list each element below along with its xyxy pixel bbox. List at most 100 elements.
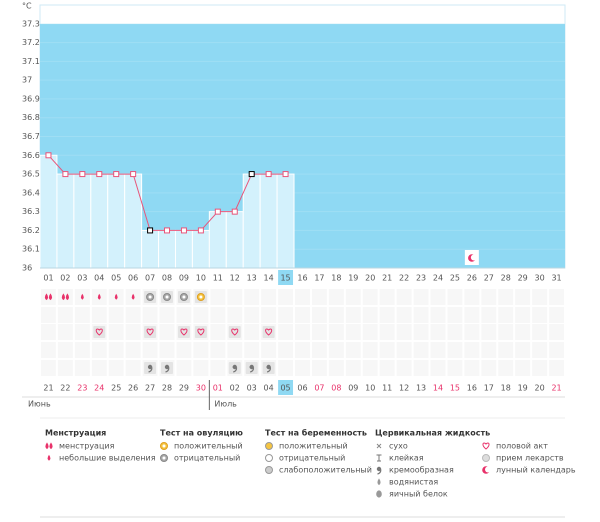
cell: [159, 307, 175, 323]
cell: [379, 307, 395, 323]
drop: [44, 293, 49, 301]
day-label: 21: [382, 274, 392, 283]
cell: [532, 342, 548, 358]
temp-column: [191, 229, 210, 269]
legend-item: положительный: [174, 442, 243, 451]
cell: [108, 342, 124, 358]
cell: [57, 289, 73, 305]
temp-point: [79, 171, 86, 178]
cell: [125, 324, 141, 340]
test-dot: [162, 444, 166, 448]
creamy: [266, 364, 271, 370]
date-label: 18: [501, 384, 511, 393]
y-tick-label: 36.2: [22, 226, 40, 235]
cell: [362, 307, 378, 323]
date-label: 29: [179, 384, 189, 393]
date-label: 06: [297, 384, 307, 393]
cell: [261, 342, 277, 358]
icon-bg: [93, 326, 106, 338]
cell: [498, 289, 514, 305]
icon: [228, 326, 241, 338]
cell: [108, 307, 124, 323]
cell: [413, 289, 429, 305]
cell: [532, 360, 548, 376]
y-unit: °C: [22, 2, 32, 11]
drop: [65, 293, 69, 301]
date-label: 19: [518, 384, 528, 393]
date-label: 22: [60, 384, 70, 393]
date-label: 21: [551, 384, 561, 393]
date-label: 25: [111, 384, 121, 393]
moon-cut: [470, 254, 477, 261]
legend-item: половой акт: [496, 442, 548, 451]
day-label: 18: [331, 274, 341, 283]
temp-column: [56, 173, 75, 269]
icon: [177, 326, 190, 338]
cell: [57, 360, 73, 376]
cell: [278, 360, 294, 376]
creamy: [147, 364, 153, 370]
cell: [295, 289, 310, 305]
cell: [515, 289, 531, 305]
cell: [396, 289, 412, 305]
cell: [295, 307, 310, 323]
moon-cut: [485, 466, 491, 473]
icon: [161, 362, 174, 374]
cell: [481, 307, 497, 323]
drop: [45, 442, 49, 450]
y-tick-label: 36.9: [22, 94, 40, 103]
test-dot: [182, 295, 186, 299]
cell: [125, 307, 141, 323]
temp-point: [214, 208, 221, 215]
test-dot: [162, 456, 166, 460]
icon: [245, 362, 258, 374]
date-label: 21: [43, 384, 53, 393]
cell: [379, 360, 395, 376]
cell: [311, 324, 327, 340]
day-label: 11: [213, 274, 223, 283]
cell: [227, 289, 243, 305]
cell: [464, 324, 480, 340]
date-label: 20: [535, 384, 545, 393]
cell: [328, 324, 344, 340]
day-label: 30: [535, 274, 545, 283]
icon: [265, 454, 273, 462]
heart: [482, 442, 490, 450]
test: [265, 454, 273, 462]
cell: [41, 360, 56, 376]
cell: [41, 324, 56, 340]
cell: [464, 360, 480, 376]
cell: [74, 342, 90, 358]
cell: [345, 307, 361, 323]
cell: [328, 307, 344, 323]
day-label: 06: [128, 274, 138, 283]
cell: [278, 324, 294, 340]
legend-item: отрицательный: [174, 454, 240, 463]
cell: [464, 289, 480, 305]
cell: [328, 360, 344, 376]
date-label: 10: [365, 384, 375, 393]
heart: [197, 328, 205, 336]
legend-item: клейкая: [389, 454, 424, 463]
drop: [47, 454, 51, 461]
cell: [430, 307, 446, 323]
legend-title: Тест на овуляцию: [160, 429, 243, 438]
date-label: 14: [433, 384, 443, 393]
creamy: [376, 466, 382, 472]
day-label: 14: [264, 274, 274, 283]
legend-item: сухо: [389, 442, 408, 451]
cell: [295, 342, 310, 358]
temp-column: [174, 229, 193, 269]
icon: [177, 291, 190, 303]
date-label: 07: [314, 384, 324, 393]
y-tick-label: 36.5: [22, 170, 40, 179]
legend-item: яичный белок: [389, 490, 448, 499]
temp-column: [90, 173, 109, 269]
cell: [481, 289, 497, 305]
day-label: 28: [501, 274, 511, 283]
cell: [311, 342, 327, 358]
day-label: 12: [230, 274, 240, 283]
date-label: 12: [399, 384, 409, 393]
day-label: 22: [399, 274, 409, 283]
day-label: 20: [365, 274, 375, 283]
